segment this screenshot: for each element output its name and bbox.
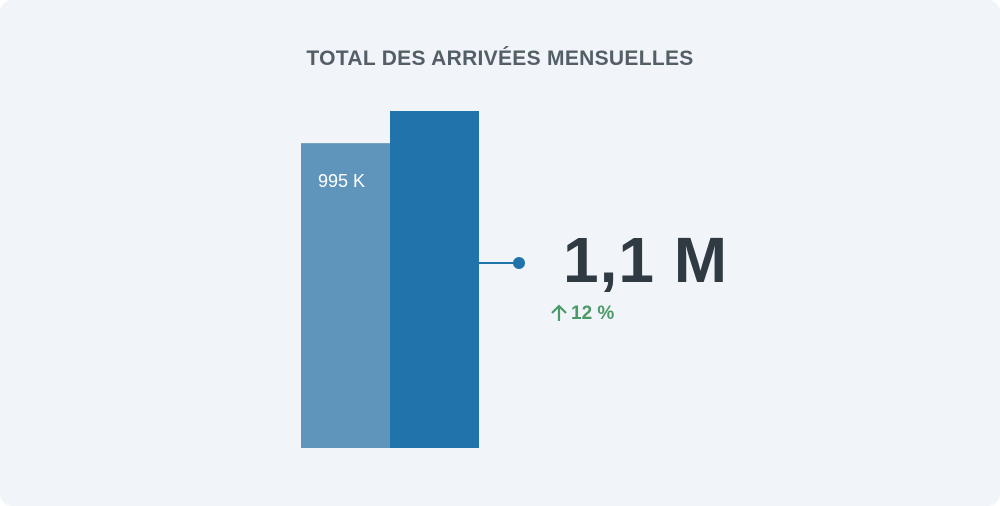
connector-dot — [513, 257, 525, 269]
kpi-change: 12 % — [549, 303, 614, 323]
arrow-up-icon — [549, 303, 569, 323]
bar-data-label: 995 K — [318, 171, 366, 192]
bar-current — [390, 111, 479, 448]
chart-title: TOTAL DES ARRIVÉES MENSUELLES — [306, 47, 694, 70]
kpi-change-text: 12 % — [571, 302, 615, 324]
kpi-value: 1,1 M — [563, 224, 729, 296]
bar-previous — [301, 143, 390, 448]
